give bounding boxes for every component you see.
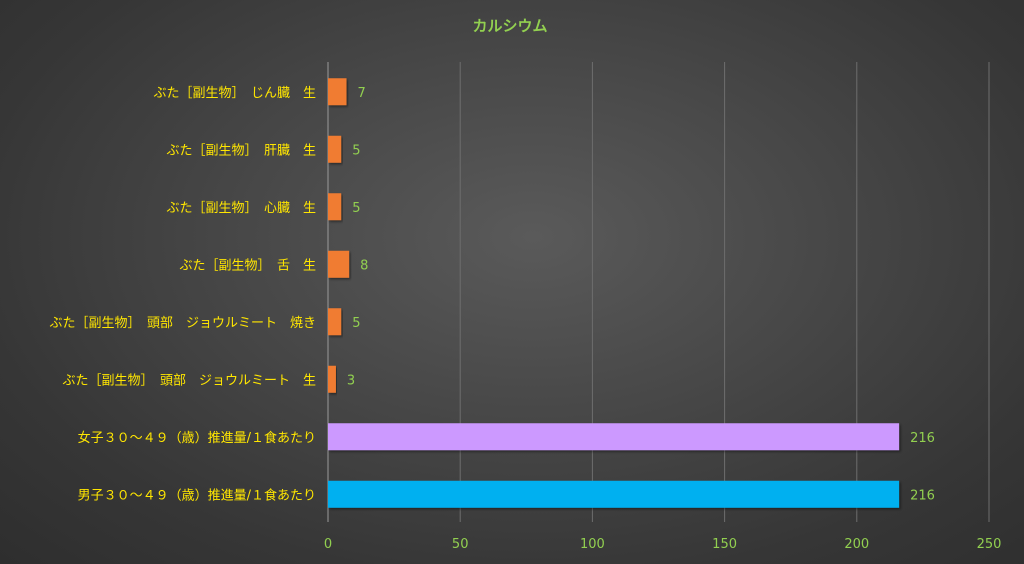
x-tick-label: 0 <box>324 537 332 552</box>
bar <box>328 78 347 106</box>
bar <box>328 135 342 163</box>
data-label: 7 <box>358 86 366 101</box>
category-label: ぶた［副生物］ 頭部 ジョウルミート 生 <box>62 373 316 388</box>
bar <box>328 250 350 278</box>
x-tick-label: 250 <box>977 537 1002 552</box>
category-labels: ぶた［副生物］ じん臓 生ぶた［副生物］ 肝臓 生ぶた［副生物］ 心臓 生ぶた［… <box>49 86 316 504</box>
category-label: ぶた［副生物］ じん臓 生 <box>153 86 316 101</box>
data-label: 216 <box>910 431 935 446</box>
category-label: ぶた［副生物］ 舌 生 <box>179 258 316 273</box>
data-label: 8 <box>360 258 368 273</box>
x-tick-label: 150 <box>712 537 737 552</box>
bars <box>328 78 900 508</box>
bar <box>328 193 342 221</box>
category-label: ぶた［副生物］ 心臓 生 <box>166 201 316 216</box>
data-label: 5 <box>352 316 360 331</box>
category-label: ぶた［副生物］ 頭部 ジョウルミート 焼き <box>49 316 316 331</box>
bar <box>328 365 336 393</box>
data-label: 216 <box>910 488 935 503</box>
bar <box>328 480 900 508</box>
chart-title: カルシウム <box>472 17 547 35</box>
bar <box>328 308 342 336</box>
data-labels: 7 5 5 8 5 3 216 216 <box>347 86 935 504</box>
x-tick-label: 200 <box>844 537 869 552</box>
gridlines <box>327 62 990 522</box>
x-axis-ticks: 0 50 100 150 200 250 <box>324 537 1002 552</box>
x-tick-label: 50 <box>452 537 469 552</box>
data-label: 3 <box>347 373 355 388</box>
data-label: 5 <box>352 201 360 216</box>
category-label: 男子３０～４９（歳）推進量/１食あたり <box>78 487 316 503</box>
category-label: ぶた［副生物］ 肝臓 生 <box>166 143 316 158</box>
category-label: 女子３０～４９（歳）推進量/１食あたり <box>78 430 316 446</box>
x-tick-label: 100 <box>580 537 605 552</box>
data-label: 5 <box>352 143 360 158</box>
bar <box>328 423 900 451</box>
